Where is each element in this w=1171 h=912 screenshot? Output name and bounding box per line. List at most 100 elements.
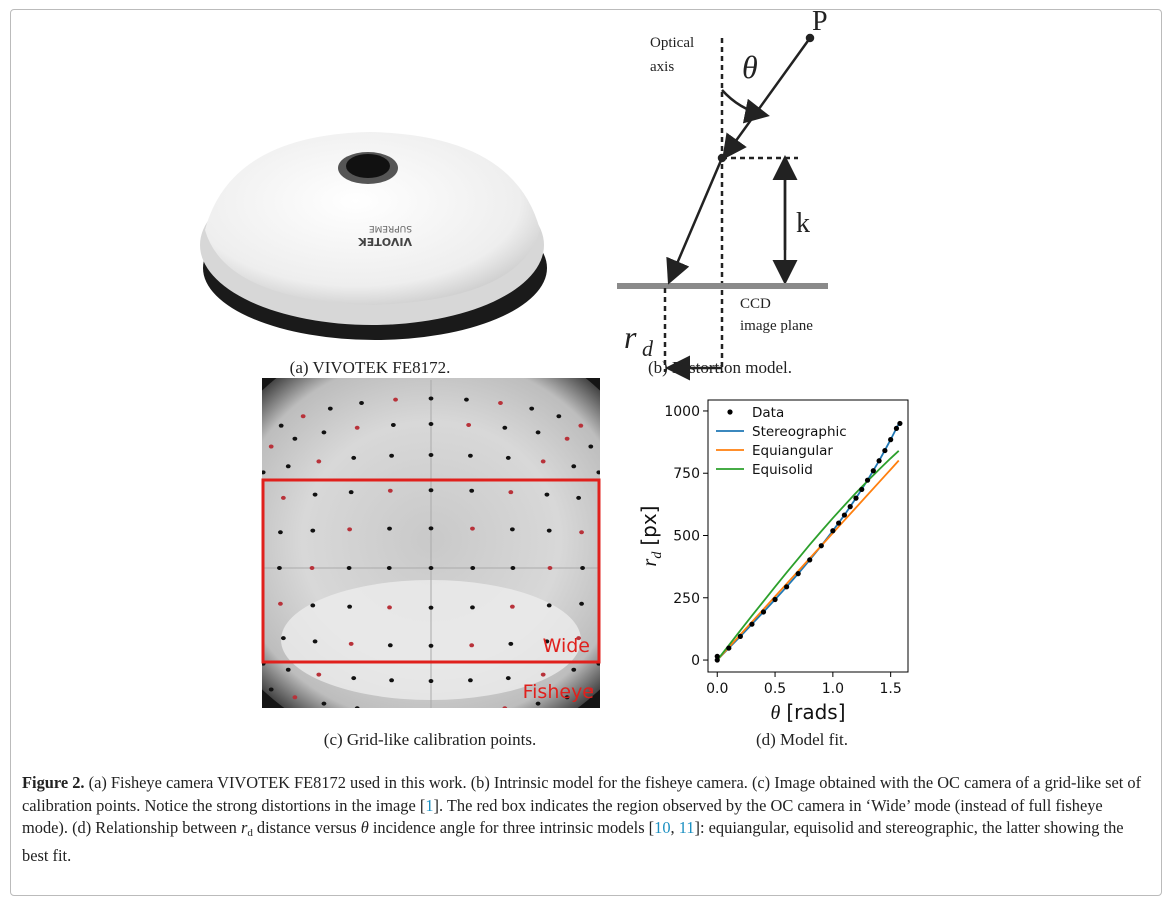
panel-caption: (d) Model fit. <box>756 730 848 749</box>
calibration-dot <box>498 401 503 405</box>
caption-ref[interactable]: 10 <box>654 818 670 837</box>
angle-label: θ <box>742 49 758 85</box>
data-point <box>848 504 853 509</box>
radius-label: r <box>624 319 637 355</box>
calibration-dot <box>470 605 475 609</box>
calibration-dot <box>529 725 534 729</box>
data-point <box>897 421 902 426</box>
x-tick-label: 0.0 <box>706 681 728 697</box>
calibration-dot <box>322 702 327 706</box>
calibration-dot <box>576 496 581 500</box>
y-tick-label: 0 <box>691 653 700 669</box>
page: VIVOTEK SUPREME (a) VIVOTEK FE8172. Opti… <box>0 0 1171 912</box>
calibration-dot <box>292 437 297 441</box>
calibration-dot <box>571 668 576 672</box>
calibration-dot <box>255 632 260 636</box>
calibration-dot <box>310 603 315 607</box>
caption-ref[interactable]: 11 <box>679 818 695 837</box>
calibration-dot <box>466 709 471 713</box>
calibration-dot <box>429 679 434 683</box>
x-tick-label: 1.5 <box>880 681 902 697</box>
y-axis-unit: [px] <box>637 506 661 546</box>
calibration-dot <box>469 489 474 493</box>
calibration-dot <box>388 643 393 647</box>
calibration-dot <box>349 490 354 494</box>
calibration-dot <box>355 426 360 430</box>
calibration-dot <box>429 526 434 530</box>
calibration-photo <box>196 325 666 755</box>
x-axis-var: θ <box>770 702 780 724</box>
calibration-dot <box>429 453 434 457</box>
calibration-dot <box>347 605 352 609</box>
calibration-dot <box>347 527 352 531</box>
data-point <box>819 543 824 548</box>
calibration-dot <box>429 710 434 714</box>
calibration-dot <box>545 493 550 497</box>
caption-ref[interactable]: 1 <box>425 796 433 815</box>
calibration-dot <box>429 396 434 400</box>
calibration-dot <box>556 718 561 722</box>
legend-label: Equiangular <box>752 443 833 459</box>
calibration-dot <box>466 423 471 427</box>
calibration-dot <box>269 445 274 449</box>
y-tick-label: 750 <box>673 466 700 482</box>
calibration-dot <box>429 644 434 648</box>
point-label: P <box>812 6 828 37</box>
calibration-dot <box>578 424 583 428</box>
data-point <box>842 512 847 517</box>
calibration-dot <box>393 398 398 402</box>
fisheye-label: Fisheye <box>523 681 594 703</box>
calibration-dot <box>510 566 515 570</box>
calibration-dot <box>579 602 584 606</box>
calibration-dot <box>596 470 601 474</box>
axis-label: Optical <box>650 35 694 51</box>
calibration-dot <box>391 709 396 713</box>
calibration-dot <box>502 706 507 710</box>
calibration-dot <box>606 532 611 536</box>
legend-label: Stereographic <box>752 424 847 440</box>
y-axis-sub: d <box>650 551 665 559</box>
calibration-dot <box>286 668 291 672</box>
calibration-dot <box>510 605 515 609</box>
calibration-dot <box>281 636 286 640</box>
figure: VIVOTEK SUPREME (a) VIVOTEK FE8172. Opti… <box>0 0 1171 770</box>
calibration-dot <box>310 566 315 570</box>
legend-marker <box>727 409 732 414</box>
calibration-dot <box>391 423 396 427</box>
calibration-dot <box>510 527 515 531</box>
calibration-dot <box>328 725 333 729</box>
y-tick-label: 500 <box>673 529 700 545</box>
data-point <box>836 520 841 525</box>
caption-italic: θ <box>361 818 369 837</box>
calibration-dot <box>281 496 286 500</box>
data-point <box>726 645 731 650</box>
calibration-dot <box>602 632 607 636</box>
calibration-dot <box>529 407 534 411</box>
calibration-dot <box>310 529 315 533</box>
calibration-dot <box>316 459 321 463</box>
camera-illustration: VIVOTEK SUPREME <box>200 132 547 340</box>
calibration-dot <box>470 566 475 570</box>
y-tick-label: 1000 <box>664 404 700 420</box>
caption-plain: , <box>671 818 679 837</box>
calibration-dot <box>355 706 360 710</box>
x-axis-unit: [rads] <box>786 700 845 724</box>
calibration-dot <box>502 426 507 430</box>
calibration-dot <box>388 489 393 493</box>
data-point <box>894 426 899 431</box>
data-point <box>772 597 777 602</box>
calibration-dot <box>464 398 469 402</box>
calibration-dot <box>359 401 364 405</box>
y-axis-var: r <box>639 558 661 566</box>
panel-caption: (b) Distortion model. <box>648 358 792 377</box>
calibration-dot <box>351 676 356 680</box>
legend-label: Data <box>752 405 784 421</box>
caption-plain: distance versus <box>253 818 361 837</box>
calibration-dot <box>547 603 552 607</box>
panel-caption: (a) VIVOTEK FE8172. <box>290 358 451 377</box>
y-axis-label: rd [px] <box>637 506 665 567</box>
calibration-dot <box>548 566 553 570</box>
calibration-dot <box>292 695 297 699</box>
calibration-dot <box>547 529 552 533</box>
calibration-dot <box>261 470 266 474</box>
